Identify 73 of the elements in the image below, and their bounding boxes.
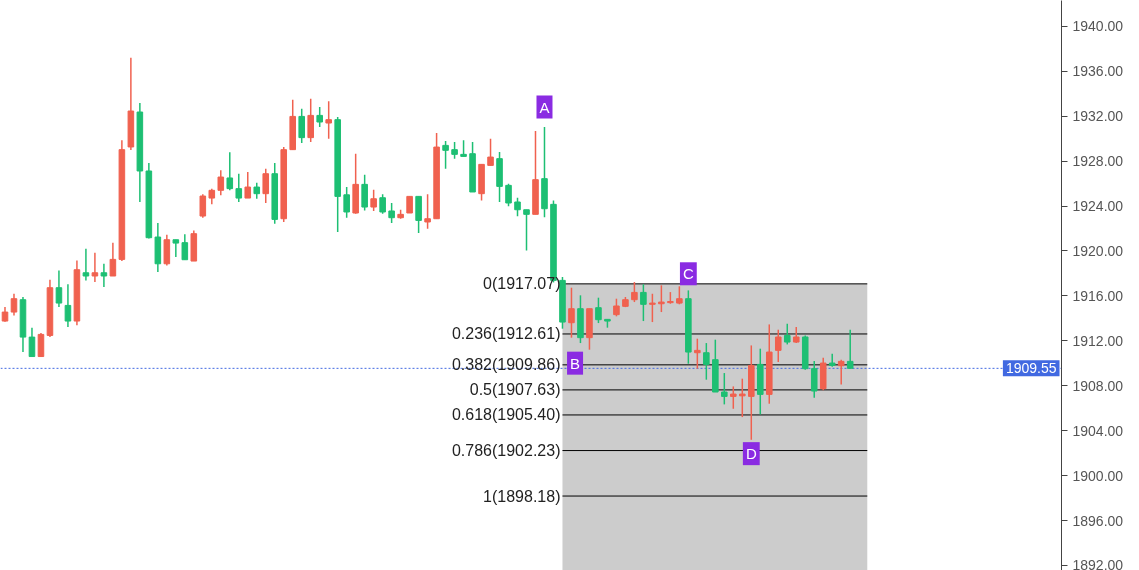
candlestick bbox=[514, 196, 521, 218]
candlestick bbox=[523, 208, 530, 252]
candlestick bbox=[370, 189, 377, 212]
annotation: C bbox=[682, 265, 694, 283]
candlestick bbox=[640, 283, 647, 322]
candlestick bbox=[100, 263, 108, 288]
candlestick bbox=[739, 377, 746, 418]
y-tick-label: 1916.00 bbox=[1072, 287, 1124, 304]
candlestick bbox=[91, 251, 99, 283]
candlestick bbox=[262, 167, 270, 204]
ref-line-label: 1(1898.18) bbox=[483, 487, 561, 505]
candlestick bbox=[181, 233, 189, 261]
candlestick bbox=[846, 328, 854, 370]
y-tick-label: 1932.00 bbox=[1072, 108, 1124, 125]
candlestick bbox=[828, 352, 836, 368]
candlestick bbox=[217, 169, 225, 197]
candlestick bbox=[226, 151, 234, 192]
candlestick bbox=[379, 193, 386, 215]
y-tick-label: 1928.00 bbox=[1072, 153, 1124, 170]
candlestick bbox=[325, 100, 332, 140]
candlestick bbox=[487, 137, 494, 167]
candlestick bbox=[244, 171, 252, 199]
candlestick bbox=[10, 292, 18, 317]
candlestick bbox=[568, 286, 575, 339]
candlestick bbox=[199, 193, 207, 219]
candlestick bbox=[28, 327, 36, 358]
candlestick bbox=[631, 281, 638, 303]
ref-line-label: 0.5(1907.63) bbox=[469, 381, 561, 399]
ref-line-label: 0.236(1912.61) bbox=[451, 325, 561, 343]
y-tick-label: 1912.00 bbox=[1072, 332, 1124, 349]
candlestick bbox=[424, 193, 431, 230]
ref-line-label: 0.786(1902.23) bbox=[451, 442, 561, 460]
candlestick bbox=[730, 385, 737, 410]
y-tick-label: 1892.00 bbox=[1072, 557, 1124, 570]
candlestick bbox=[64, 283, 72, 328]
ref-line-label: 0.618(1905.40) bbox=[451, 406, 561, 424]
annotation: B bbox=[570, 354, 581, 372]
candlestick bbox=[388, 202, 395, 224]
annotation: D bbox=[745, 445, 757, 463]
y-tick-label: 1900.00 bbox=[1072, 467, 1124, 484]
candlestick bbox=[307, 97, 314, 143]
y-tick-label: 1908.00 bbox=[1072, 377, 1124, 394]
y-tick-label: 1896.00 bbox=[1072, 512, 1124, 529]
y-tick-label: 1904.00 bbox=[1072, 422, 1124, 439]
candlestick bbox=[837, 358, 845, 386]
candlestick bbox=[172, 238, 180, 258]
candlestick bbox=[595, 296, 602, 324]
y-tick-label: 1920.00 bbox=[1072, 242, 1124, 259]
candlestick bbox=[721, 372, 728, 406]
candlestick bbox=[658, 284, 665, 313]
candlestick bbox=[810, 360, 818, 399]
candlestick bbox=[55, 269, 63, 308]
candlestick bbox=[82, 247, 90, 282]
ref-line-label: 1909.55 bbox=[1005, 360, 1057, 377]
y-tick-label: 1924.00 bbox=[1072, 198, 1124, 215]
candlestick bbox=[783, 322, 791, 346]
candlestick bbox=[694, 337, 701, 370]
candlestick bbox=[343, 186, 350, 219]
annotation: A bbox=[539, 98, 550, 116]
y-tick-label: 1936.00 bbox=[1072, 63, 1124, 80]
ref-line-label: 0.382(1909.86) bbox=[451, 356, 561, 374]
candlestick bbox=[37, 332, 45, 358]
candlestick bbox=[316, 106, 323, 128]
candlestick bbox=[235, 172, 243, 203]
candlestick bbox=[298, 107, 305, 144]
candlestick bbox=[649, 293, 656, 323]
candlestick bbox=[774, 328, 782, 363]
candlestick bbox=[442, 140, 449, 170]
candlestick bbox=[361, 173, 368, 212]
candlestick bbox=[703, 342, 710, 381]
candlestick bbox=[109, 241, 117, 277]
candlestick bbox=[505, 182, 512, 208]
y-tick-label: 1940.00 bbox=[1072, 18, 1124, 35]
